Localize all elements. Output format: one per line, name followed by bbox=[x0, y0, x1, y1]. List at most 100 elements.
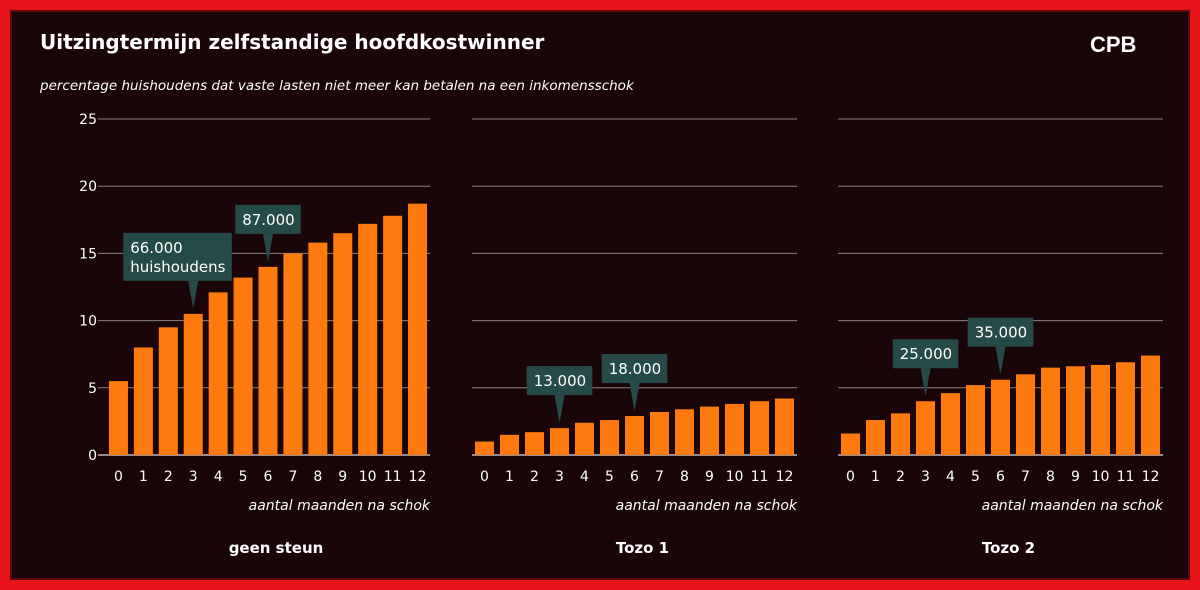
x-tick-label: 7 bbox=[1021, 469, 1030, 485]
bar bbox=[208, 292, 228, 455]
bar bbox=[550, 428, 569, 455]
x-tick-label: 8 bbox=[680, 469, 689, 485]
bar bbox=[1141, 355, 1160, 455]
callout-box bbox=[123, 232, 232, 281]
bar bbox=[1041, 367, 1060, 455]
x-tick-label: 12 bbox=[409, 469, 427, 485]
chart-title: Uitzingtermijn zelfstandige hoofdkostwin… bbox=[40, 30, 545, 54]
bar bbox=[750, 401, 769, 455]
y-tick-label: 20 bbox=[79, 179, 97, 195]
x-tick-label: 4 bbox=[214, 469, 223, 485]
x-tick-label: 0 bbox=[114, 469, 123, 485]
callout-pointer bbox=[263, 233, 273, 262]
panel-title: Tozo 2 bbox=[982, 539, 1035, 557]
bar bbox=[775, 398, 794, 455]
y-tick-label: 25 bbox=[79, 112, 97, 128]
x-tick-label: 6 bbox=[264, 469, 273, 485]
x-tick-label: 1 bbox=[139, 469, 148, 485]
x-tick-label: 11 bbox=[751, 469, 769, 485]
callout: 87.000 bbox=[235, 204, 301, 262]
x-tick-label: 5 bbox=[971, 469, 980, 485]
x-tick-label: 1 bbox=[505, 469, 514, 485]
x-tick-label: 9 bbox=[705, 469, 714, 485]
callout-box bbox=[235, 204, 301, 234]
x-tick-label: 4 bbox=[580, 469, 589, 485]
x-tick-label: 10 bbox=[359, 469, 377, 485]
callout-pointer bbox=[554, 395, 565, 424]
y-tick-label: 5 bbox=[88, 381, 97, 397]
x-tick-label: 9 bbox=[1071, 469, 1080, 485]
bar bbox=[475, 441, 494, 455]
bar bbox=[308, 242, 328, 455]
bar bbox=[600, 420, 619, 455]
bar bbox=[500, 434, 519, 455]
x-tick-label: 5 bbox=[605, 469, 614, 485]
callout-box bbox=[601, 354, 668, 384]
callout-pointer bbox=[188, 280, 199, 309]
callout: 25.000 bbox=[892, 339, 959, 397]
x-axis-label: aantal maanden na schok bbox=[616, 498, 798, 514]
callout-box bbox=[967, 317, 1034, 347]
bar bbox=[841, 433, 860, 455]
callout-label: 18.000 bbox=[609, 360, 662, 378]
x-tick-label: 0 bbox=[846, 469, 855, 485]
bar bbox=[941, 393, 960, 455]
bar bbox=[575, 422, 594, 455]
callout-label: 66.000 bbox=[130, 239, 183, 257]
y-tick-label: 0 bbox=[88, 448, 97, 464]
bar bbox=[383, 215, 403, 455]
bar bbox=[108, 381, 128, 455]
y-tick-label: 15 bbox=[79, 246, 97, 262]
callout-pointer bbox=[995, 346, 1006, 375]
y-tick-label: 10 bbox=[79, 314, 97, 330]
x-tick-label: 8 bbox=[313, 469, 322, 485]
x-tick-label: 12 bbox=[776, 469, 794, 485]
x-tick-label: 3 bbox=[921, 469, 930, 485]
callout-label: 25.000 bbox=[900, 345, 953, 363]
x-tick-label: 0 bbox=[480, 469, 489, 485]
x-tick-label: 10 bbox=[1092, 469, 1110, 485]
callout-label: huishoudens bbox=[130, 258, 225, 276]
chart-frame bbox=[10, 10, 1190, 580]
x-tick-label: 2 bbox=[164, 469, 173, 485]
bar bbox=[891, 413, 910, 455]
bar bbox=[408, 203, 428, 455]
bar bbox=[725, 403, 744, 455]
bar bbox=[1066, 366, 1085, 455]
bar bbox=[283, 253, 303, 455]
x-axis-label: aantal maanden na schok bbox=[982, 498, 1164, 514]
callout-label: 35.000 bbox=[975, 324, 1027, 342]
x-tick-label: 4 bbox=[946, 469, 955, 485]
bar bbox=[258, 266, 278, 455]
x-tick-label: 10 bbox=[726, 469, 744, 485]
callout-box bbox=[526, 366, 593, 396]
bar bbox=[916, 401, 935, 455]
x-tick-label: 3 bbox=[189, 469, 198, 485]
bar bbox=[233, 277, 253, 455]
callout: 35.000 bbox=[967, 317, 1034, 375]
callout-pointer bbox=[920, 368, 931, 397]
chart-subtitle: percentage huishoudens dat vaste lasten … bbox=[40, 78, 634, 94]
bar bbox=[333, 233, 353, 455]
x-tick-label: 2 bbox=[530, 469, 539, 485]
x-tick-label: 7 bbox=[655, 469, 664, 485]
bar bbox=[525, 432, 544, 455]
bar bbox=[866, 420, 885, 455]
bar bbox=[1091, 364, 1110, 455]
callout: 18.000 bbox=[601, 354, 668, 412]
panel-title: geen steun bbox=[229, 539, 324, 557]
bar bbox=[650, 411, 669, 455]
x-tick-label: 5 bbox=[239, 469, 248, 485]
bar bbox=[625, 416, 644, 455]
bar bbox=[1016, 374, 1035, 455]
bar bbox=[158, 327, 178, 455]
x-tick-label: 6 bbox=[630, 469, 639, 485]
cpb-logo: CPB bbox=[1090, 32, 1137, 57]
callout-box bbox=[892, 339, 959, 369]
bar bbox=[1116, 362, 1135, 455]
callout-label: 87.000 bbox=[242, 211, 295, 229]
